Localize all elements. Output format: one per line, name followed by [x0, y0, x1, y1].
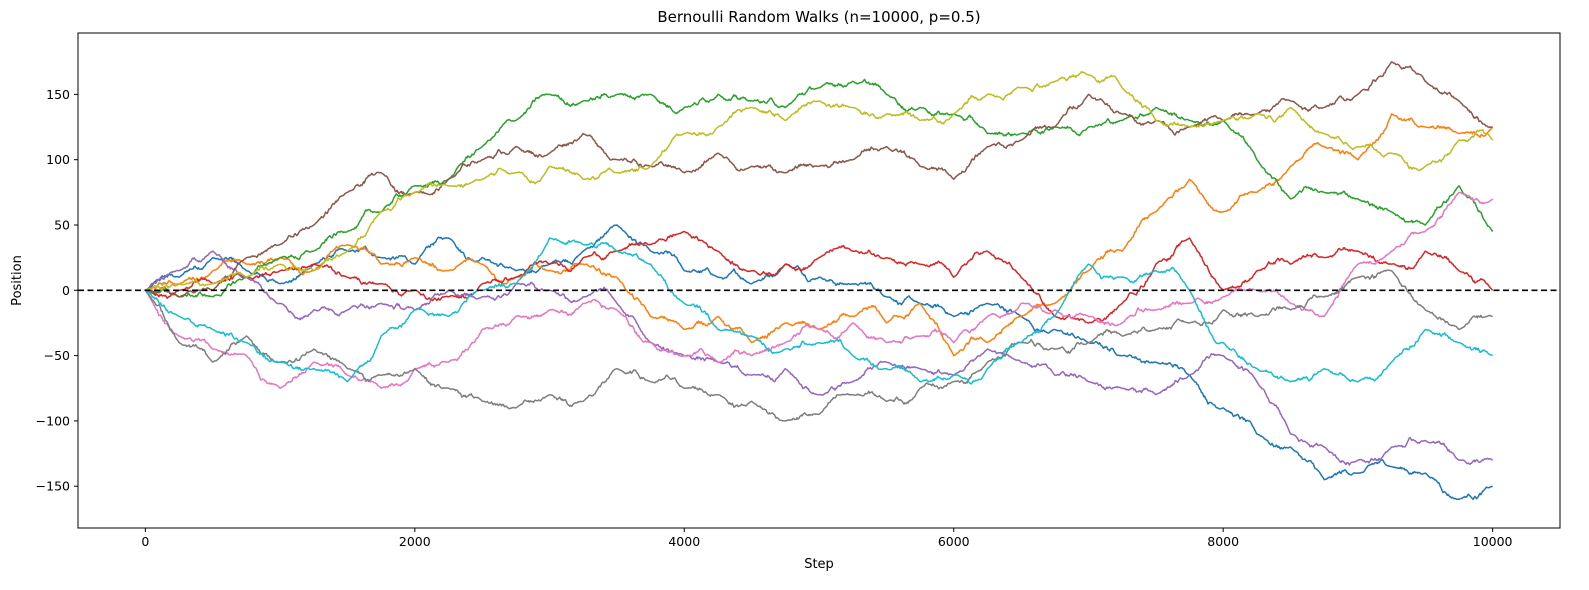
walk-series-line-3 [145, 78, 1494, 298]
y-axis-title: Position [10, 255, 25, 306]
walk-series-line-4 [145, 230, 1494, 324]
plot-frame [77, 32, 1561, 529]
y-tick-label: 100 [46, 152, 70, 167]
y-tick-label: 50 [54, 217, 70, 232]
x-axis-title: Step [804, 557, 834, 572]
walk-series-line-6 [145, 60, 1493, 298]
x-tick-label: 2000 [399, 534, 431, 549]
walk-series-line-9 [145, 70, 1494, 292]
y-tick-label: −100 [36, 413, 70, 428]
y-tick-label: −150 [36, 479, 70, 494]
walk-series-line-5 [144, 250, 1493, 466]
chart-title: Bernoulli Random Walks (n=10000, p=0.5) [657, 8, 980, 26]
walk-series-line-8 [144, 269, 1493, 422]
walk-series-line-10 [144, 237, 1493, 385]
x-tick-label: 10000 [1473, 534, 1513, 549]
x-axis: 0 2000 4000 6000 8000 10000 [141, 528, 1513, 549]
y-tick-label: −50 [44, 348, 70, 363]
y-tick-label: 0 [62, 283, 70, 298]
x-tick-label: 0 [141, 534, 149, 549]
plot-area [144, 60, 1494, 501]
x-tick-label: 8000 [1207, 534, 1239, 549]
y-tick-label: 150 [46, 87, 70, 102]
x-tick-label: 4000 [668, 534, 700, 549]
y-axis: −150 −100 −50 0 50 100 150 [36, 87, 78, 494]
x-tick-label: 6000 [938, 534, 970, 549]
